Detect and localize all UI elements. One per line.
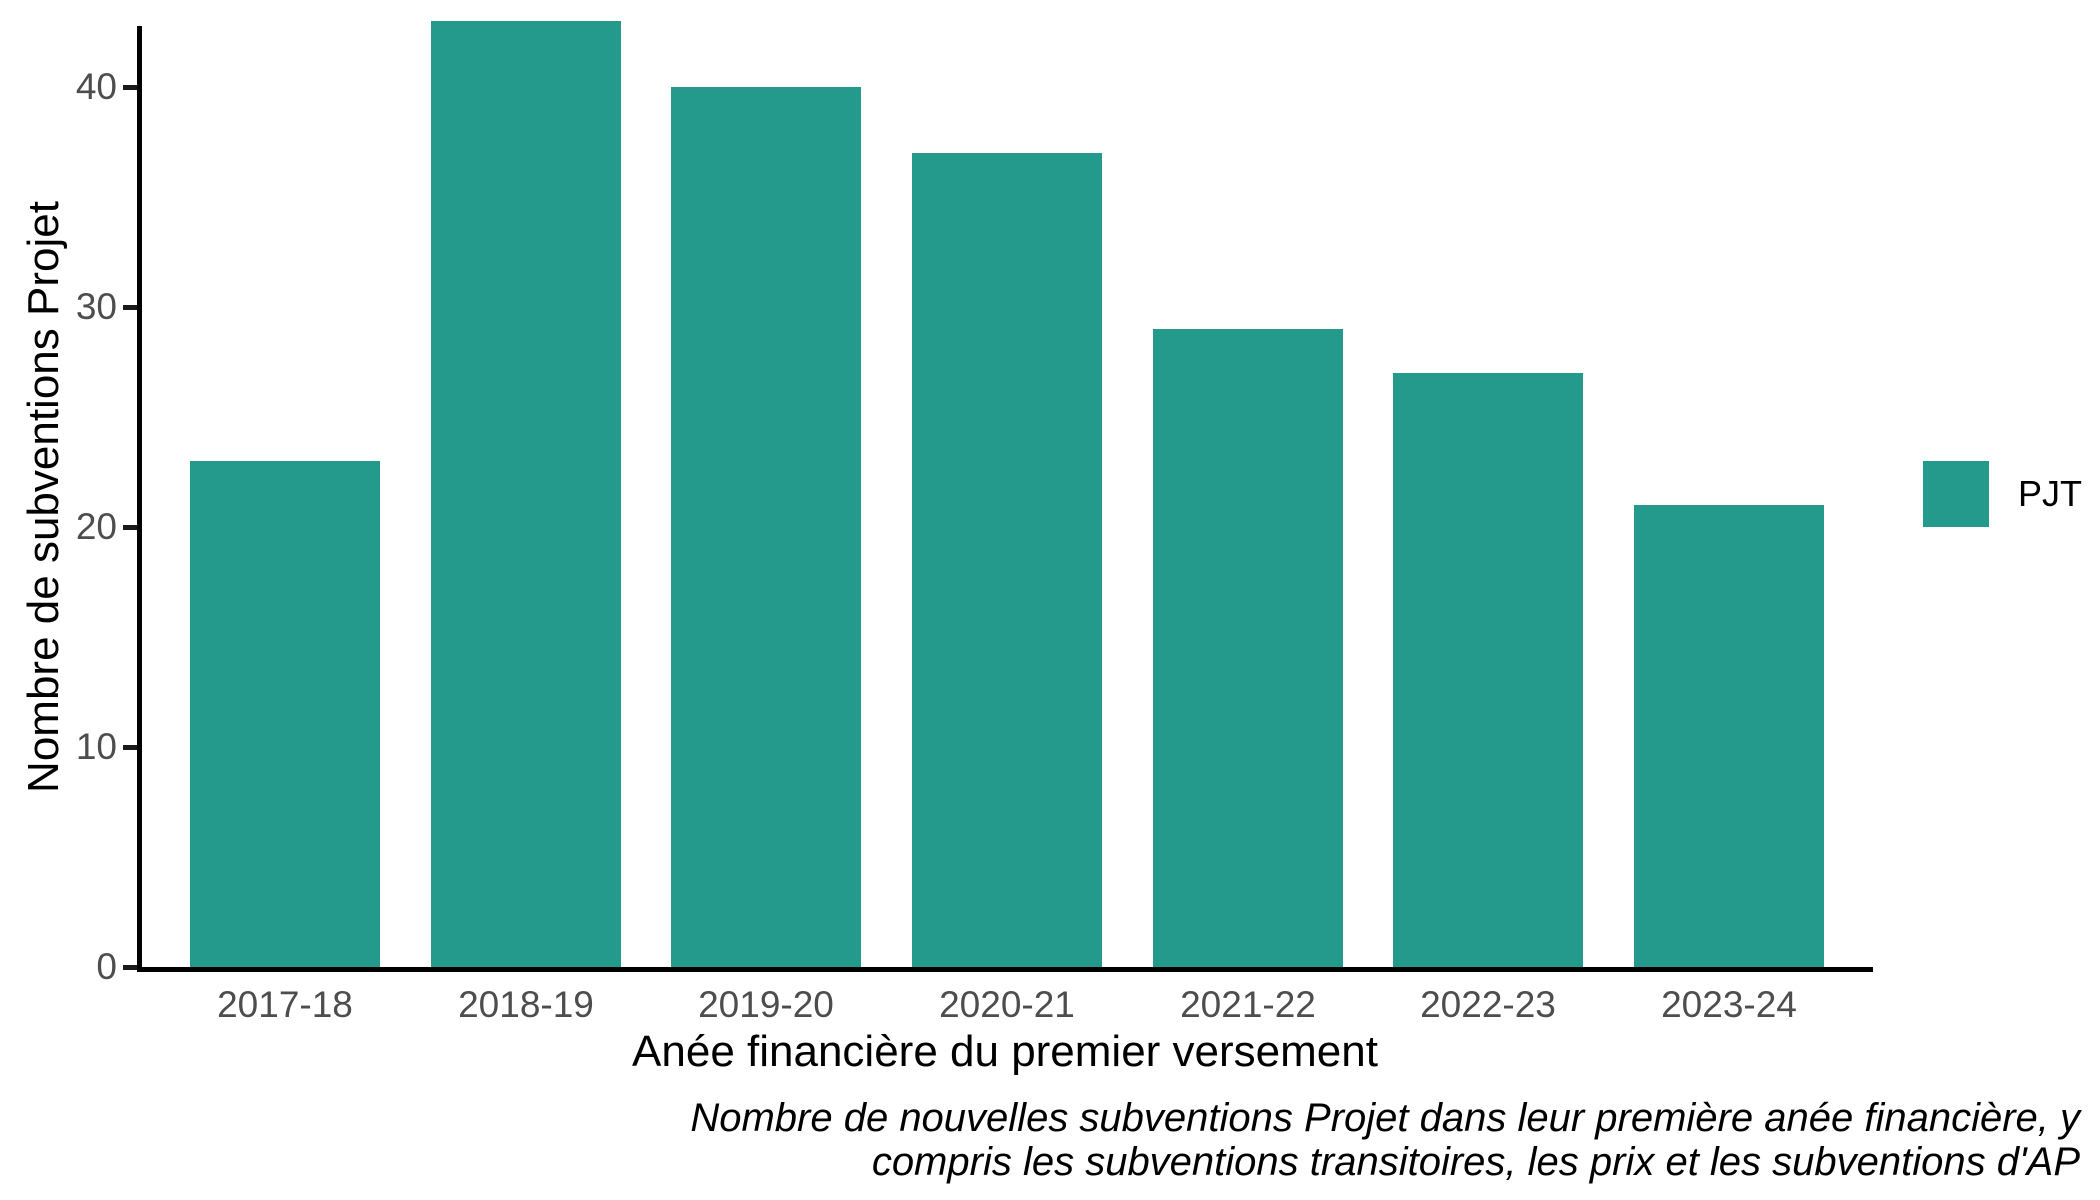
x-tick-label-2019-20: 2019-20 bbox=[698, 984, 834, 1025]
x-axis-line bbox=[137, 967, 1873, 972]
y-axis-title: Nombre de subventions Projet bbox=[19, 201, 68, 793]
x-tick-label-2018-19: 2018-19 bbox=[458, 984, 594, 1025]
x-tick-label-2021-22: 2021-22 bbox=[1180, 984, 1316, 1025]
bar-2019-20 bbox=[671, 87, 861, 967]
y-tick-label-20: 20 bbox=[75, 506, 117, 547]
x-tick-label-2022-23: 2022-23 bbox=[1420, 984, 1556, 1025]
y-tick-mark-10 bbox=[123, 745, 137, 750]
caption-line-2: compris les subventions transitoires, le… bbox=[871, 1140, 2080, 1184]
y-tick-label-10: 10 bbox=[75, 726, 117, 767]
bar-2022-23 bbox=[1393, 373, 1583, 967]
bar-2023-24 bbox=[1634, 505, 1824, 967]
y-tick-mark-30 bbox=[123, 305, 137, 310]
y-tick-label-30: 30 bbox=[75, 286, 117, 327]
x-tick-label-2017-18: 2017-18 bbox=[217, 984, 353, 1025]
bar-2018-19 bbox=[431, 21, 621, 967]
y-tick-label-0: 0 bbox=[96, 946, 117, 987]
bar-2021-22 bbox=[1153, 329, 1343, 967]
y-tick-mark-20 bbox=[123, 525, 137, 530]
x-tick-label-2020-21: 2020-21 bbox=[939, 984, 1075, 1025]
legend-label: PJT bbox=[2018, 473, 2083, 514]
x-tick-label-2023-24: 2023-24 bbox=[1661, 984, 1797, 1025]
y-tick-mark-40 bbox=[123, 85, 137, 90]
y-tick-mark-0 bbox=[123, 965, 137, 970]
x-axis-title: Anée financière du premier versement bbox=[632, 1027, 1378, 1076]
y-axis-line bbox=[137, 26, 142, 972]
caption-line-1: Nombre de nouvelles subventions Projet d… bbox=[690, 1096, 2080, 1140]
legend: PJT bbox=[1923, 461, 2082, 527]
bar-2020-21 bbox=[912, 153, 1102, 967]
y-tick-label-40: 40 bbox=[75, 66, 117, 107]
legend-swatch bbox=[1923, 461, 1989, 527]
bar-2017-18 bbox=[190, 461, 380, 967]
chart-caption: Nombre de nouvelles subventions Projet d… bbox=[690, 1096, 2080, 1184]
